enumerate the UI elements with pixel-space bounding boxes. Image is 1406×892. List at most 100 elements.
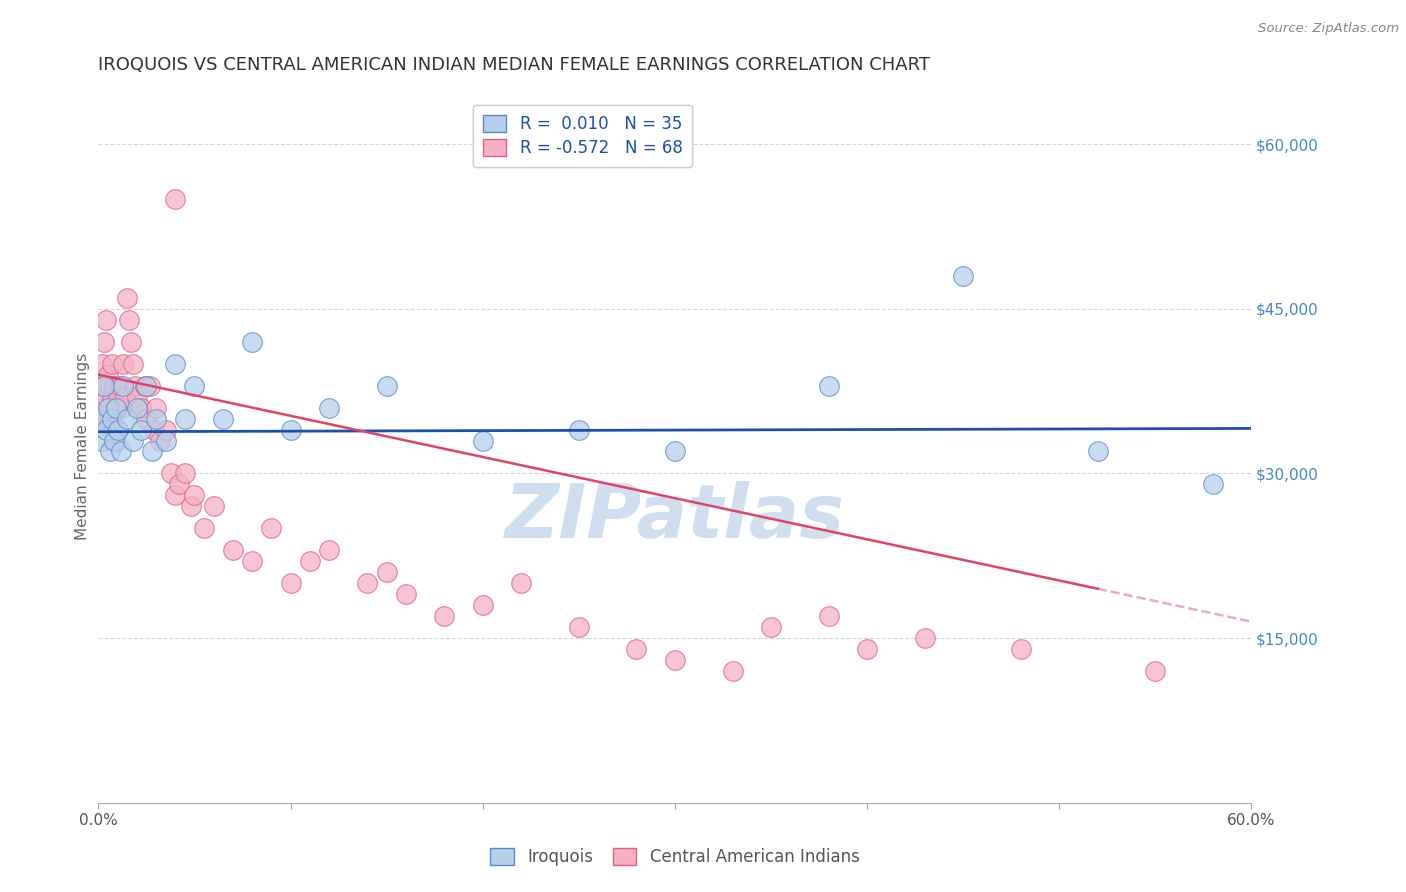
Point	[93, 334, 115, 349]
Point	[97, 368, 120, 382]
Point	[94, 312, 117, 326]
Point	[93, 378, 115, 392]
Point	[143, 423, 166, 437]
Point	[103, 434, 125, 448]
Point	[139, 378, 162, 392]
Point	[914, 631, 936, 645]
Point	[101, 357, 124, 371]
Point	[108, 378, 131, 392]
Point	[298, 554, 321, 568]
Point	[104, 401, 127, 415]
Point	[91, 434, 114, 448]
Point	[471, 598, 494, 612]
Point	[817, 378, 839, 392]
Point	[240, 334, 263, 349]
Point	[135, 378, 157, 392]
Point	[107, 390, 129, 404]
Point	[93, 378, 115, 392]
Point	[318, 401, 340, 415]
Point	[103, 378, 125, 392]
Point	[104, 401, 127, 415]
Point	[180, 500, 202, 514]
Point	[318, 543, 340, 558]
Point	[91, 401, 114, 415]
Point	[110, 401, 132, 415]
Point	[98, 378, 121, 392]
Point	[134, 378, 156, 392]
Point	[160, 467, 183, 481]
Text: IROQUOIS VS CENTRAL AMERICAN INDIAN MEDIAN FEMALE EARNINGS CORRELATION CHART: IROQUOIS VS CENTRAL AMERICAN INDIAN MEDI…	[98, 56, 931, 74]
Point	[91, 357, 114, 371]
Point	[97, 401, 120, 415]
Point	[817, 609, 839, 624]
Point	[94, 423, 117, 437]
Point	[120, 334, 142, 349]
Point	[104, 434, 127, 448]
Text: ZIPatlas: ZIPatlas	[505, 481, 845, 554]
Point	[101, 390, 124, 404]
Point	[433, 609, 456, 624]
Point	[212, 411, 235, 425]
Point	[125, 401, 148, 415]
Point	[110, 444, 132, 458]
Point	[174, 467, 197, 481]
Point	[145, 401, 167, 415]
Point	[89, 411, 111, 425]
Point	[117, 291, 139, 305]
Point	[568, 423, 591, 437]
Point	[145, 411, 167, 425]
Point	[167, 477, 190, 491]
Point	[94, 390, 117, 404]
Point	[759, 620, 782, 634]
Point	[101, 411, 124, 425]
Point	[280, 423, 302, 437]
Point	[149, 434, 172, 448]
Point	[174, 411, 197, 425]
Point	[510, 576, 533, 591]
Point	[280, 576, 302, 591]
Point	[141, 444, 163, 458]
Point	[1087, 444, 1109, 458]
Legend: R =  0.010   N = 35, R = -0.572   N = 68: R = 0.010 N = 35, R = -0.572 N = 68	[472, 104, 692, 167]
Point	[107, 423, 129, 437]
Point	[89, 411, 111, 425]
Point	[183, 378, 205, 392]
Point	[222, 543, 245, 558]
Point	[118, 312, 141, 326]
Point	[202, 500, 225, 514]
Point	[721, 664, 744, 678]
Point	[375, 566, 398, 580]
Point	[165, 192, 187, 206]
Point	[155, 434, 177, 448]
Point	[626, 642, 648, 657]
Point	[103, 423, 125, 437]
Point	[107, 423, 129, 437]
Point	[124, 378, 146, 392]
Point	[1144, 664, 1167, 678]
Point	[97, 411, 120, 425]
Point	[122, 434, 145, 448]
Point	[356, 576, 378, 591]
Text: Source: ZipAtlas.com: Source: ZipAtlas.com	[1258, 22, 1399, 36]
Point	[395, 587, 418, 601]
Point	[260, 521, 283, 535]
Point	[125, 390, 148, 404]
Point	[1010, 642, 1032, 657]
Point	[952, 268, 974, 283]
Point	[98, 444, 121, 458]
Point	[568, 620, 591, 634]
Point	[183, 488, 205, 502]
Legend: Iroquois, Central American Indians: Iroquois, Central American Indians	[482, 840, 868, 875]
Point	[155, 423, 177, 437]
Point	[856, 642, 879, 657]
Point	[112, 378, 135, 392]
Point	[471, 434, 494, 448]
Point	[135, 411, 157, 425]
Point	[129, 401, 152, 415]
Point	[117, 411, 139, 425]
Point	[114, 390, 136, 404]
Point	[98, 411, 121, 425]
Point	[240, 554, 263, 568]
Point	[165, 488, 187, 502]
Point	[664, 653, 686, 667]
